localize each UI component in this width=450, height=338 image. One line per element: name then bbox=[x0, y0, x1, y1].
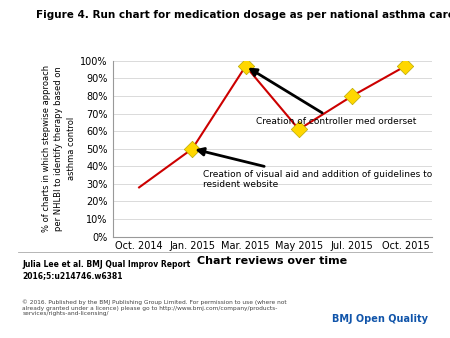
Point bbox=[402, 64, 409, 69]
X-axis label: Chart reviews over time: Chart reviews over time bbox=[197, 256, 347, 266]
Text: Creation of visual aid and addition of guidelines to
resident website: Creation of visual aid and addition of g… bbox=[198, 148, 432, 189]
Point bbox=[242, 64, 249, 69]
Text: © 2016. Published by the BMJ Publishing Group Limited. For permission to use (wh: © 2016. Published by the BMJ Publishing … bbox=[22, 299, 287, 316]
Point bbox=[295, 127, 302, 132]
Text: Creation of controller med orderset: Creation of controller med orderset bbox=[251, 69, 417, 126]
Text: Figure 4. Run chart for medication dosage as per national asthma care guideline.: Figure 4. Run chart for medication dosag… bbox=[36, 10, 450, 20]
Y-axis label: % of charts in which stepwise approach
per NHLBI to identify therapy based on
as: % of charts in which stepwise approach p… bbox=[42, 65, 76, 232]
Point bbox=[189, 146, 196, 151]
Text: Julia Lee et al. BMJ Qual Improv Report
2016;5:u214746.w6381: Julia Lee et al. BMJ Qual Improv Report … bbox=[22, 260, 191, 280]
Point bbox=[348, 93, 356, 99]
Text: BMJ Open Quality: BMJ Open Quality bbox=[332, 314, 427, 324]
